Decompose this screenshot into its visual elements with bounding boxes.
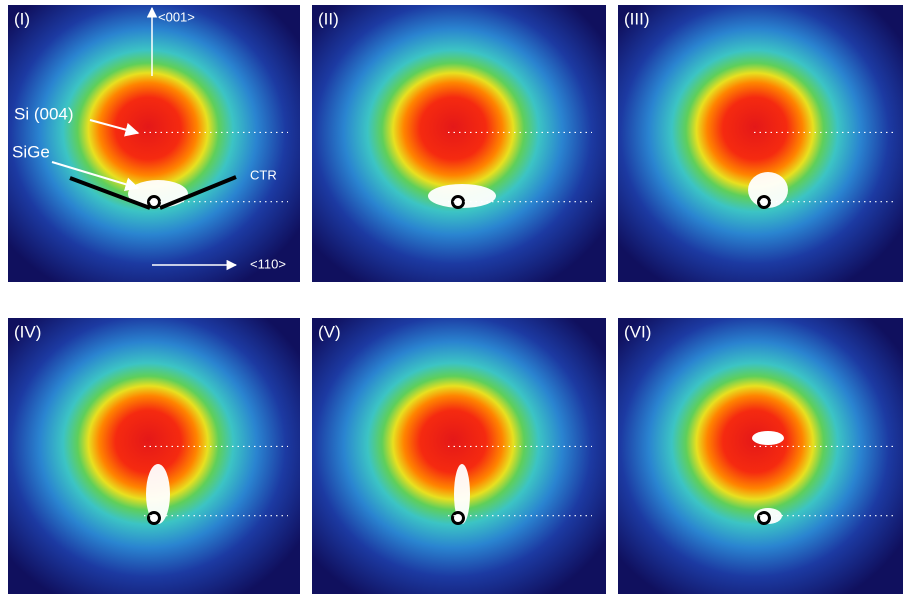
panel-label: (VI) — [624, 322, 651, 341]
axis-label: <110> — [250, 256, 286, 271]
diffraction-map: (II) — [312, 5, 606, 282]
arrow — [89, 119, 140, 137]
si-peak — [752, 431, 784, 445]
panels: (I) (II) (III) (IV) (V) (VI) — [8, 5, 903, 594]
peak-label: SiGe — [12, 142, 50, 161]
marker-ring — [757, 511, 771, 525]
panel-label: (V) — [318, 322, 341, 341]
marker-ring — [147, 195, 161, 209]
sige-peak — [146, 464, 170, 524]
marker-ring — [757, 195, 771, 209]
ctr-label: CTR — [250, 167, 277, 182]
annotations: <001> <110> Si (004) SiGe CTR — [12, 6, 286, 271]
diffraction-map: (VI) — [618, 318, 903, 594]
ctr-line — [69, 176, 151, 210]
marker-ring — [147, 511, 161, 525]
panel-label: (IV) — [14, 322, 41, 341]
map-background — [8, 5, 300, 282]
marker-ring — [451, 511, 465, 525]
map-background — [312, 5, 606, 282]
sige-peak — [454, 464, 470, 524]
map-background — [618, 5, 903, 282]
peak-label: Si (004) — [14, 104, 74, 123]
axis-label: <001> — [158, 9, 195, 24]
marker-ring — [451, 195, 465, 209]
map-background — [618, 318, 903, 594]
sige-peak — [428, 184, 496, 208]
panel-label: (II) — [318, 9, 339, 28]
panel-label: (III) — [624, 9, 650, 28]
diffraction-map: (V) — [312, 318, 606, 594]
diffraction-map: (IV) — [8, 318, 300, 594]
diffraction-map: (III) — [618, 5, 903, 282]
panel-label: (I) — [14, 9, 30, 28]
ctr-line — [159, 175, 237, 210]
diffraction-map: (I) — [8, 5, 300, 282]
map-background — [312, 318, 606, 594]
map-background — [8, 318, 300, 594]
arrow — [51, 161, 140, 192]
